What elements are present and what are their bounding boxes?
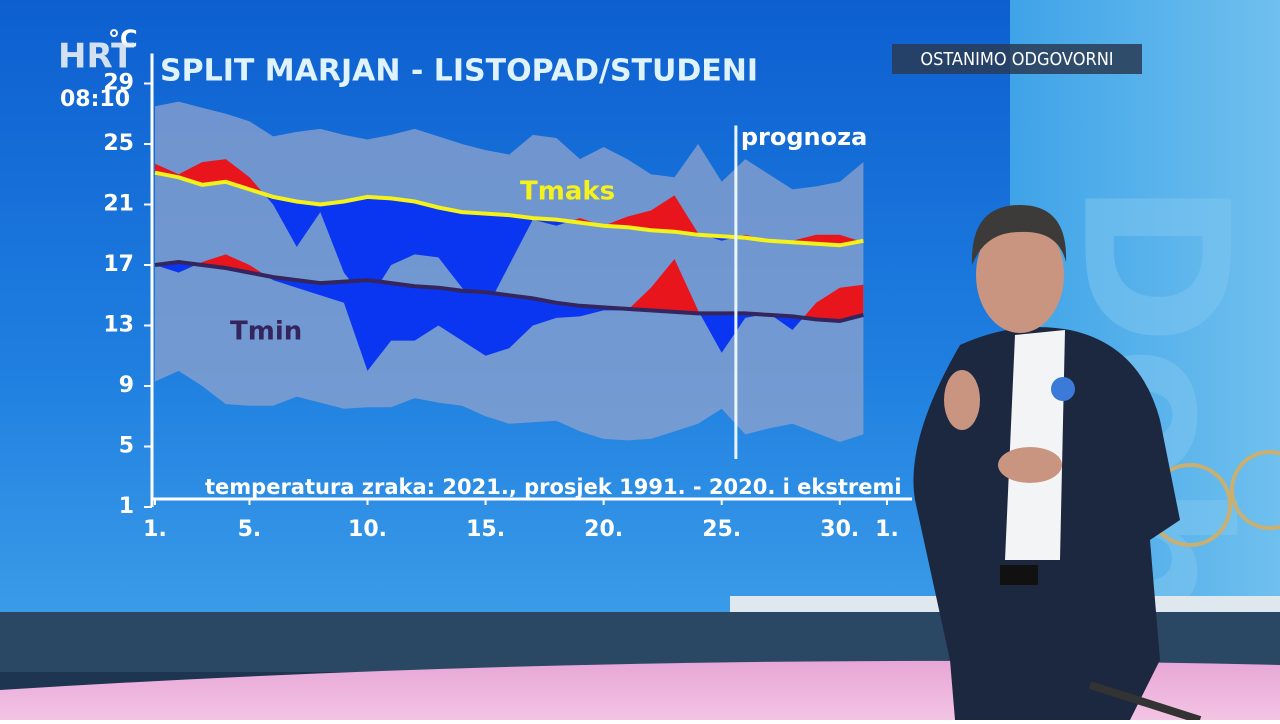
y-tick-label: 5 (119, 434, 134, 459)
average-line (154, 259, 864, 324)
x-tick-label: 15. (466, 517, 505, 542)
face (976, 217, 1064, 333)
y-tick-label: 9 (119, 373, 134, 398)
x-tick-label: 30. (820, 517, 859, 542)
hair (971, 205, 1067, 265)
x-tick-label: 10. (348, 517, 387, 542)
y-tick-label: 25 (103, 131, 134, 156)
y-tick-label: 17 (103, 252, 134, 277)
presenter (913, 205, 1202, 724)
x-tick-label: 1. (143, 517, 167, 542)
banner-box (892, 44, 1142, 74)
chart: SPLIT MARJAN - LISTOPAD/STUDENI °C tempe… (103, 25, 912, 542)
hand (944, 370, 980, 430)
clock: 08:10 (60, 87, 130, 112)
extremes-band (155, 101, 864, 442)
plot (154, 101, 864, 442)
microphone (1088, 681, 1202, 724)
overlay: HRT 08:10 OSTANIMO ODGOVORNI (58, 37, 1142, 112)
y-tick-label: 21 (103, 192, 134, 217)
x-tick-label: 1. (875, 517, 899, 542)
x-tick-label: 5. (238, 517, 262, 542)
x-tick-label: 25. (702, 517, 741, 542)
y-tick-label: 29 (103, 71, 134, 96)
belt (1000, 565, 1038, 585)
forecast-label: prognoza (741, 123, 867, 151)
average-line (154, 170, 864, 248)
y-tick-label: 13 (103, 313, 134, 338)
shirt (1005, 330, 1065, 560)
series-label: Tmaks (520, 177, 615, 207)
lamp (1230, 450, 1280, 530)
x-tick-label: 20. (584, 517, 623, 542)
badge (1051, 377, 1075, 401)
banner: OSTANIMO ODGOVORNI (920, 49, 1113, 70)
chart-title: SPLIT MARJAN - LISTOPAD/STUDENI (160, 54, 758, 89)
y-unit: °C (108, 25, 138, 53)
y-tick-label: 1 (119, 494, 134, 519)
hand (998, 447, 1062, 483)
series-label: Tmin (230, 317, 302, 347)
anomaly-cold (155, 172, 864, 311)
chart-subtitle: temperatura zraka: 2021., prosjek 1991. … (205, 475, 902, 499)
logo: HRT (58, 37, 135, 77)
